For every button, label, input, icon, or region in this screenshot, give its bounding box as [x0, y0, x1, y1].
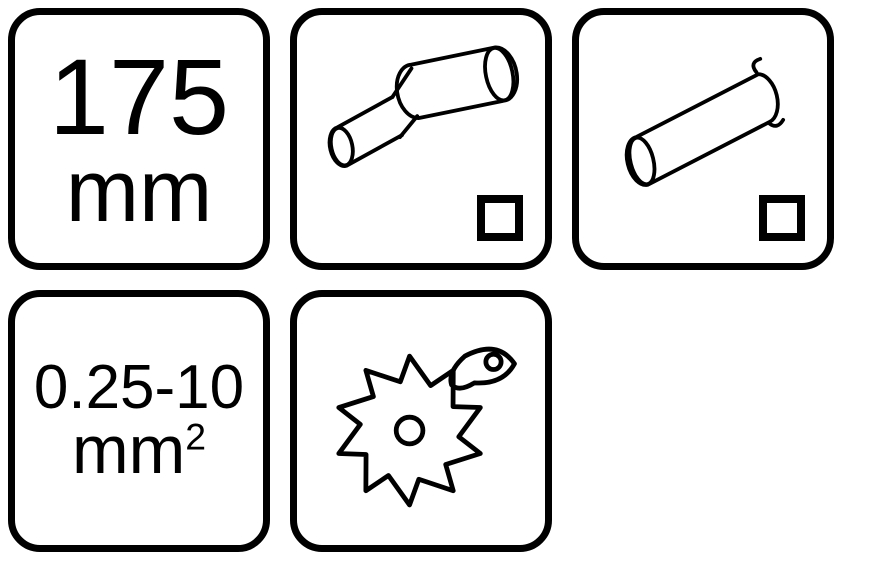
tile-frame — [572, 8, 834, 270]
range-value: 0.25-10 — [34, 359, 244, 418]
crimp-profile-square-icon — [477, 195, 523, 241]
length-value: 175 — [49, 46, 229, 149]
tile-ferrule-insulated — [290, 8, 552, 270]
tile-frame: 175 mm — [8, 8, 270, 270]
range-text: 0.25-10 mm2 — [34, 359, 244, 482]
tile-empty — [572, 290, 834, 552]
tile-ratchet — [290, 290, 552, 552]
tile-frame — [290, 290, 552, 552]
tile-frame: 0.25-10 mm2 — [8, 290, 270, 552]
tile-wire-range: 0.25-10 mm2 — [8, 290, 270, 552]
length-unit: mm — [66, 149, 213, 233]
spec-tile-grid: 175 mm — [8, 8, 834, 552]
crimp-profile-square-icon — [759, 195, 805, 241]
range-unit-base: mm — [72, 412, 185, 488]
range-unit: mm2 — [72, 418, 206, 483]
range-unit-exponent: 2 — [185, 415, 206, 457]
tile-length: 175 mm — [8, 8, 270, 270]
length-text: 175 mm — [49, 46, 229, 232]
tile-frame — [290, 8, 552, 270]
tile-ferrule-plain — [572, 8, 834, 270]
ratchet-mechanism-icon — [297, 297, 545, 545]
